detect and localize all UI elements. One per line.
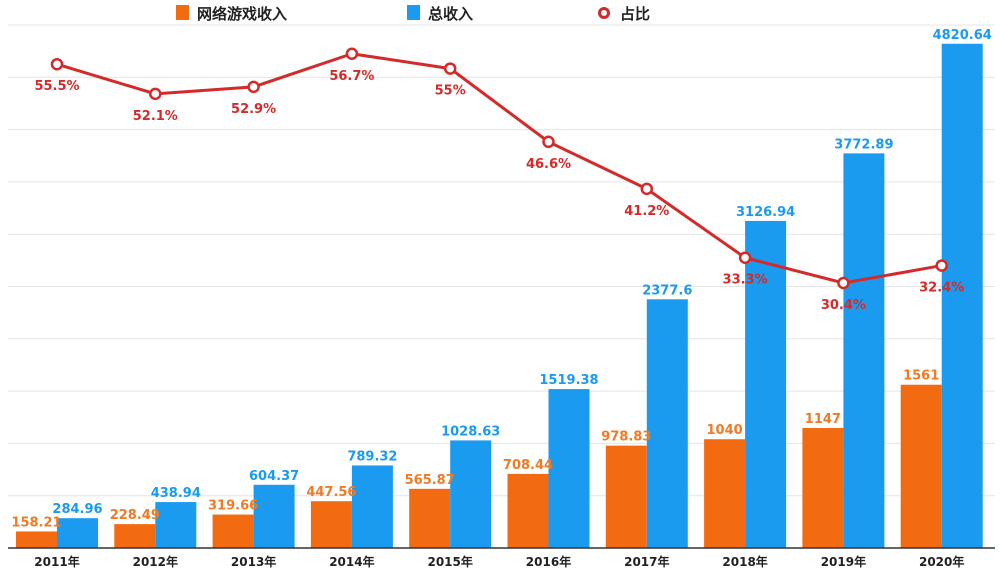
label-ratio: 55% [435,84,466,99]
legend: 网络游戏收入 总收入 占比 [176,5,650,23]
bar-online-game [114,524,156,548]
gridlines [8,24,995,497]
label-ratio: 56.7% [329,69,374,84]
bar-total [548,389,590,548]
ratio-line-path [56,52,942,285]
legend-marker-ratio [598,7,610,19]
label-online-game: 319.66 [208,499,258,514]
bar-online-game [507,473,549,548]
bar-total [155,502,197,548]
legend-swatch-total [407,5,420,20]
label-total: 789.32 [347,449,397,464]
label-online-game: 565.87 [405,473,455,488]
bar-total [450,440,492,548]
bar-total [646,299,688,548]
bar-online-game [900,384,942,548]
label-ratio: 55.5% [34,79,79,94]
label-total: 3772.89 [834,137,893,152]
ratio-point [935,259,948,272]
label-ratio: 52.1% [133,109,178,124]
x-tick-label: 2013年 [231,554,276,569]
bar-total [745,220,787,549]
x-axis: 2011年 2012年 2013年 2014年 2015年 2016年 2017年 2018年… [8,547,995,569]
x-tick-label: 2020年 [919,554,964,569]
label-ratio: 41.2% [624,204,669,219]
label-online-game: 228.49 [110,508,160,523]
ratio-point [345,47,359,61]
label-online-game: 158.21 [11,515,61,530]
x-tick-label: 2019年 [821,554,866,569]
bar-total [351,465,393,548]
x-tick-label: 2014年 [329,554,374,569]
ratio-point [149,87,162,101]
ratio-point [443,62,457,75]
label-total: 604.37 [249,469,299,484]
bar-total [253,484,295,548]
x-tick-label: 2018年 [722,554,767,569]
label-ratio: 52.9% [231,102,276,117]
x-tick-label: 2017年 [624,554,669,569]
x-tick-label: 2016年 [526,554,571,569]
bar-online-game [16,531,57,548]
label-online-game: 1040 [707,423,743,438]
legend-swatch-online-game [176,5,189,20]
label-ratio: 33.3% [723,273,768,288]
legend-label-ratio: 占比 [620,5,650,23]
label-online-game: 978.83 [601,430,651,445]
x-tick-label: 2015年 [427,554,472,569]
x-tick-label: 2011年 [34,554,79,569]
label-total: 1519.38 [539,373,598,388]
label-total: 438.94 [151,486,201,501]
x-tick-label: 2012年 [133,554,178,569]
label-total: 4820.64 [933,28,992,43]
legend-label-total: 总收入 [428,5,473,23]
bar-online-game [802,428,844,548]
bar-online-game [212,514,254,548]
label-online-game: 1561 [903,369,939,384]
bar-total [941,43,983,549]
label-online-game: 447.56 [306,485,356,500]
ratio-point [50,57,64,71]
bar-online-game [704,439,746,548]
legend-label-online-game: 网络游戏收入 [197,5,287,23]
bar-online-game [310,501,352,548]
ratio-point [542,135,555,149]
label-ratio: 30.4% [821,298,866,313]
ratio-point [640,182,654,196]
ratio-point [247,80,260,94]
ratio-line [50,47,948,290]
bar-online-game [605,445,647,548]
label-total: 2377.6 [642,283,692,298]
label-total: 3126.94 [736,205,795,220]
label-ratio: 46.6% [526,157,571,172]
label-total: 284.96 [52,502,102,517]
bar-total [57,518,98,548]
bar-total [843,153,885,548]
label-ratio: 32.4% [919,281,964,296]
label-total: 1028.63 [441,424,500,439]
bars [16,43,983,549]
ratio-point [738,251,752,264]
label-online-game: 708.44 [503,458,553,473]
ratio-point [837,276,850,290]
bar-online-game [409,488,451,548]
label-online-game: 1147 [805,412,841,427]
